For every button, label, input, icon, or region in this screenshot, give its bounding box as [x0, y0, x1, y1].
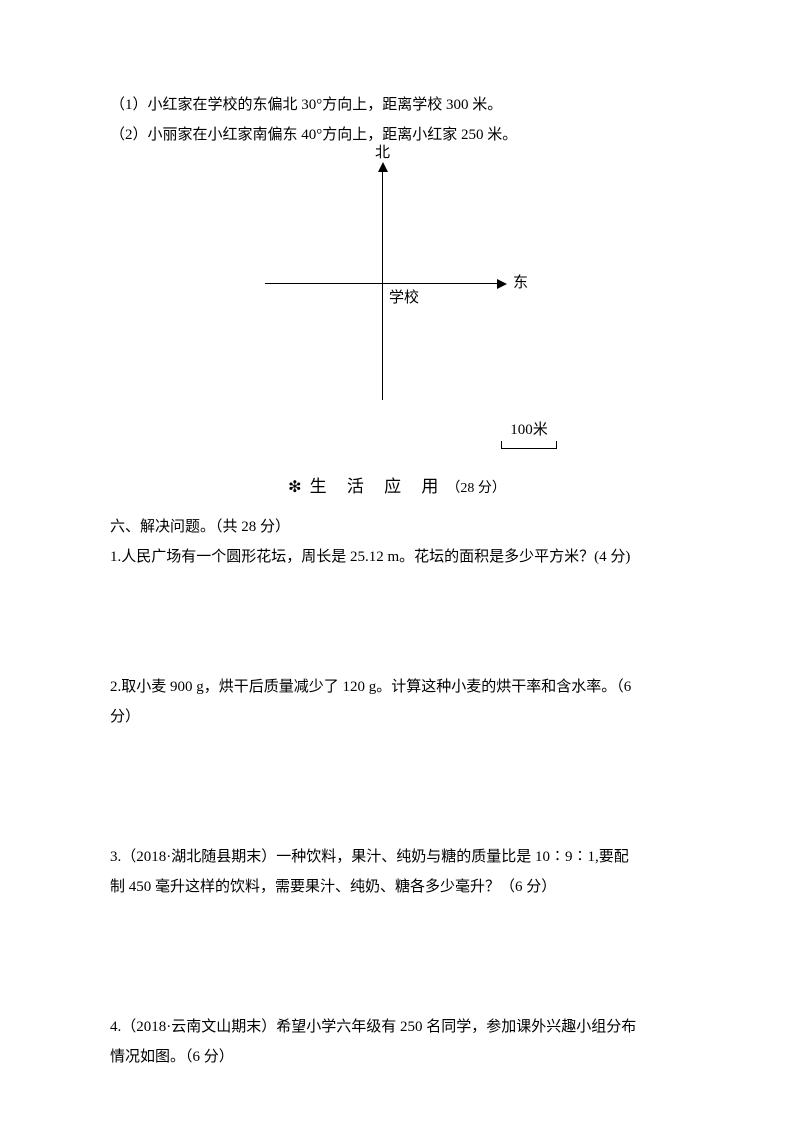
question-4-line1: 4.（2018·云南文山期末）希望小学六年级有 250 名同学，参加课外兴趣小组… [110, 1012, 684, 1042]
label-east: 东 [513, 276, 528, 291]
question-3-line1: 3.（2018·湖北随县期末）一种饮料，果汁、纯奶与糖的质量比是 10∶9∶1,… [110, 842, 684, 872]
statement-1: （1）小红家在学校的东偏北 30°方向上，距离学校 300 米。 [110, 90, 684, 120]
question-heading: 六、解决问题。（共 28 分） [110, 512, 684, 542]
question-4-line2: 情况如图。（6 分） [110, 1042, 684, 1072]
section-heading: ❇ 生 活 应 用（28 分） [110, 470, 684, 504]
axis-vertical [382, 170, 383, 400]
flower-icon: ❇ [288, 479, 303, 496]
compass-diagram: 北 东 学校 100米 [110, 156, 684, 426]
scale-label: 100米 [501, 421, 557, 441]
section-points: （28 分） [446, 481, 506, 496]
arrow-north-icon [378, 162, 388, 172]
question-3-line2: 制 450 毫升这样的饮料，需要果汁、纯奶、糖各多少毫升？（6 分） [110, 872, 684, 902]
question-2-line1: 2.取小麦 900 g，烘干后质量减少了 120 g。计算这种小麦的烘干率和含水… [110, 672, 684, 702]
arrow-east-icon [497, 279, 507, 289]
question-1: 1.人民广场有一个圆形花坛，周长是 25.12 m。花坛的面积是多少平方米？(4… [110, 542, 684, 572]
scale-bar [501, 444, 557, 454]
label-north: 北 [375, 146, 390, 161]
scale-block: 100米 [501, 421, 557, 455]
question-2-line2: 分） [110, 702, 684, 732]
axis-horizontal [265, 283, 497, 284]
statement-2: （2）小丽家在小红家南偏东 40°方向上，距离小红家 250 米。 [110, 120, 684, 150]
label-origin: 学校 [389, 291, 419, 306]
section-title-text: 生 活 应 用 [310, 477, 447, 496]
